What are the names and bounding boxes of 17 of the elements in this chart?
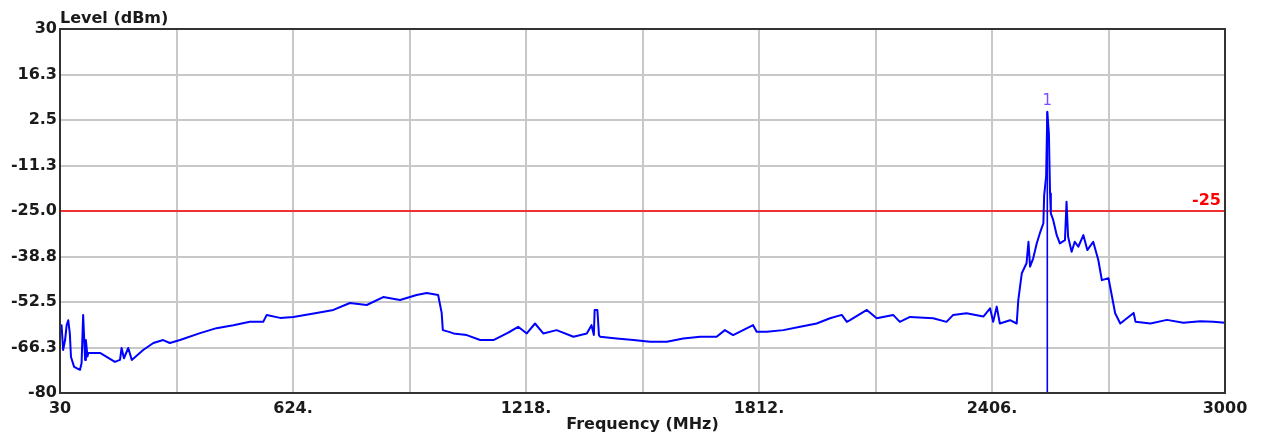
x-axis-title: Frequency (MHz) [566,413,719,433]
x-tick-label: 2406. [966,397,1018,417]
y-tick-label: -38.8 [10,245,57,265]
y-tick-label: -25.0 [10,200,57,220]
x-tick-label: 624. [273,397,313,417]
y-axis-title: Level (dBm) [60,8,169,27]
y-tick-label: -11.3 [10,154,57,174]
y-tick-label: 2.5 [28,109,57,129]
y-tick-label: 16.3 [17,63,57,83]
y-tick-label: 30 [34,18,57,38]
annotation: 1 [1042,91,1053,110]
x-tick-label: 1218. [500,397,552,417]
y-tick-label: -52.5 [10,291,57,311]
x-tick-label: 3000 [1202,397,1248,417]
ref-line-label: -25 [1192,190,1221,210]
y-tick-label: -66.3 [10,336,57,356]
x-tick-label: 1812. [733,397,785,417]
